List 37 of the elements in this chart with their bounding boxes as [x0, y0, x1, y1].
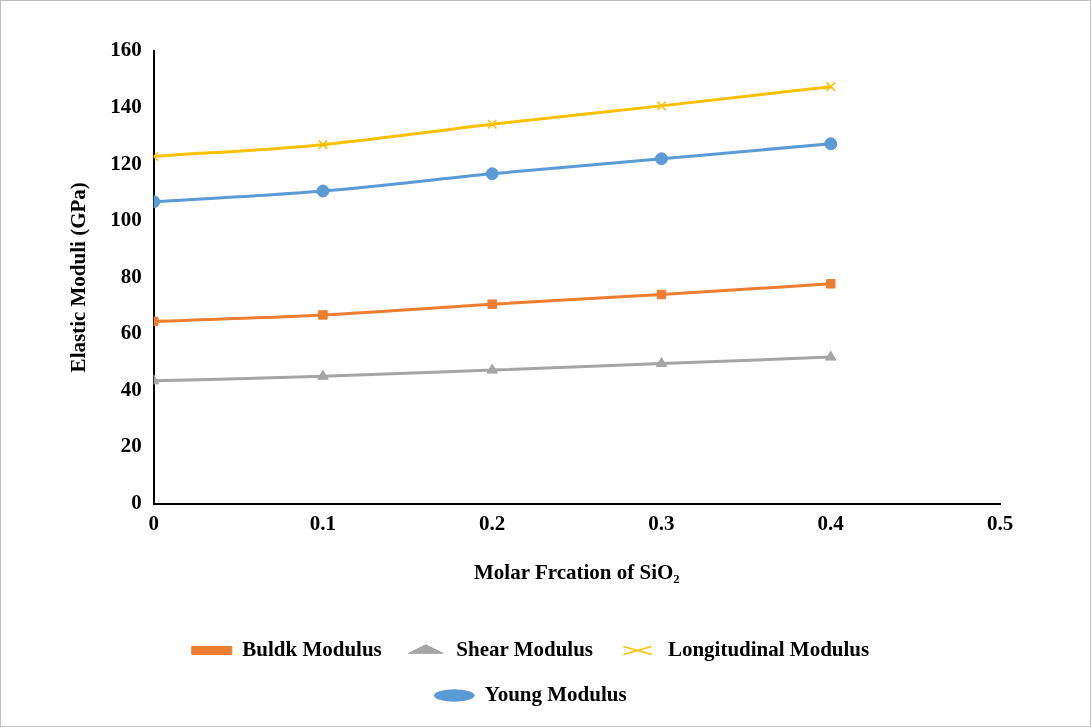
legend-label: Young Modulus	[484, 681, 627, 706]
x-tick-label: 0.4	[817, 510, 845, 535]
y-tick-label: 20	[120, 433, 142, 458]
y-tick-label: 80	[120, 263, 142, 288]
x-tick-label: 0	[148, 510, 159, 535]
point	[318, 310, 328, 320]
point	[487, 299, 497, 309]
y-tick-label: 0	[131, 490, 142, 515]
point	[825, 81, 836, 92]
y-tick-label: 140	[110, 94, 142, 118]
y-tick-label: 100	[110, 207, 142, 232]
point	[316, 184, 330, 198]
point	[656, 289, 667, 300]
point	[486, 363, 498, 374]
x-tick-label: 0.5	[986, 510, 1014, 535]
point	[654, 152, 668, 166]
legend-label: Shear Modulus	[456, 636, 594, 661]
legend-label: Buldk Modulus	[242, 636, 382, 661]
y-tick-label: 60	[120, 320, 142, 345]
x-axis-title: Molar Frcation of SiO₂	[474, 559, 680, 584]
point	[656, 100, 667, 111]
y-tick-label: 160	[110, 37, 142, 62]
point	[487, 119, 498, 130]
point	[826, 279, 836, 289]
y-tick-label: 40	[120, 376, 142, 401]
point	[485, 167, 499, 181]
point	[317, 139, 328, 150]
point	[317, 369, 329, 380]
x-tick-label: 0.1	[309, 510, 337, 535]
y-axis-title: Elastic Moduli (GPa)	[66, 182, 91, 373]
point	[825, 350, 837, 361]
point	[655, 357, 668, 368]
point	[824, 137, 838, 151]
x-tick-label: 0.2	[479, 510, 506, 535]
y-tick-label: 120	[110, 150, 142, 175]
legend-label: Longitudinal Modulus	[667, 636, 870, 661]
x-tick-label: 0.3	[648, 510, 675, 535]
